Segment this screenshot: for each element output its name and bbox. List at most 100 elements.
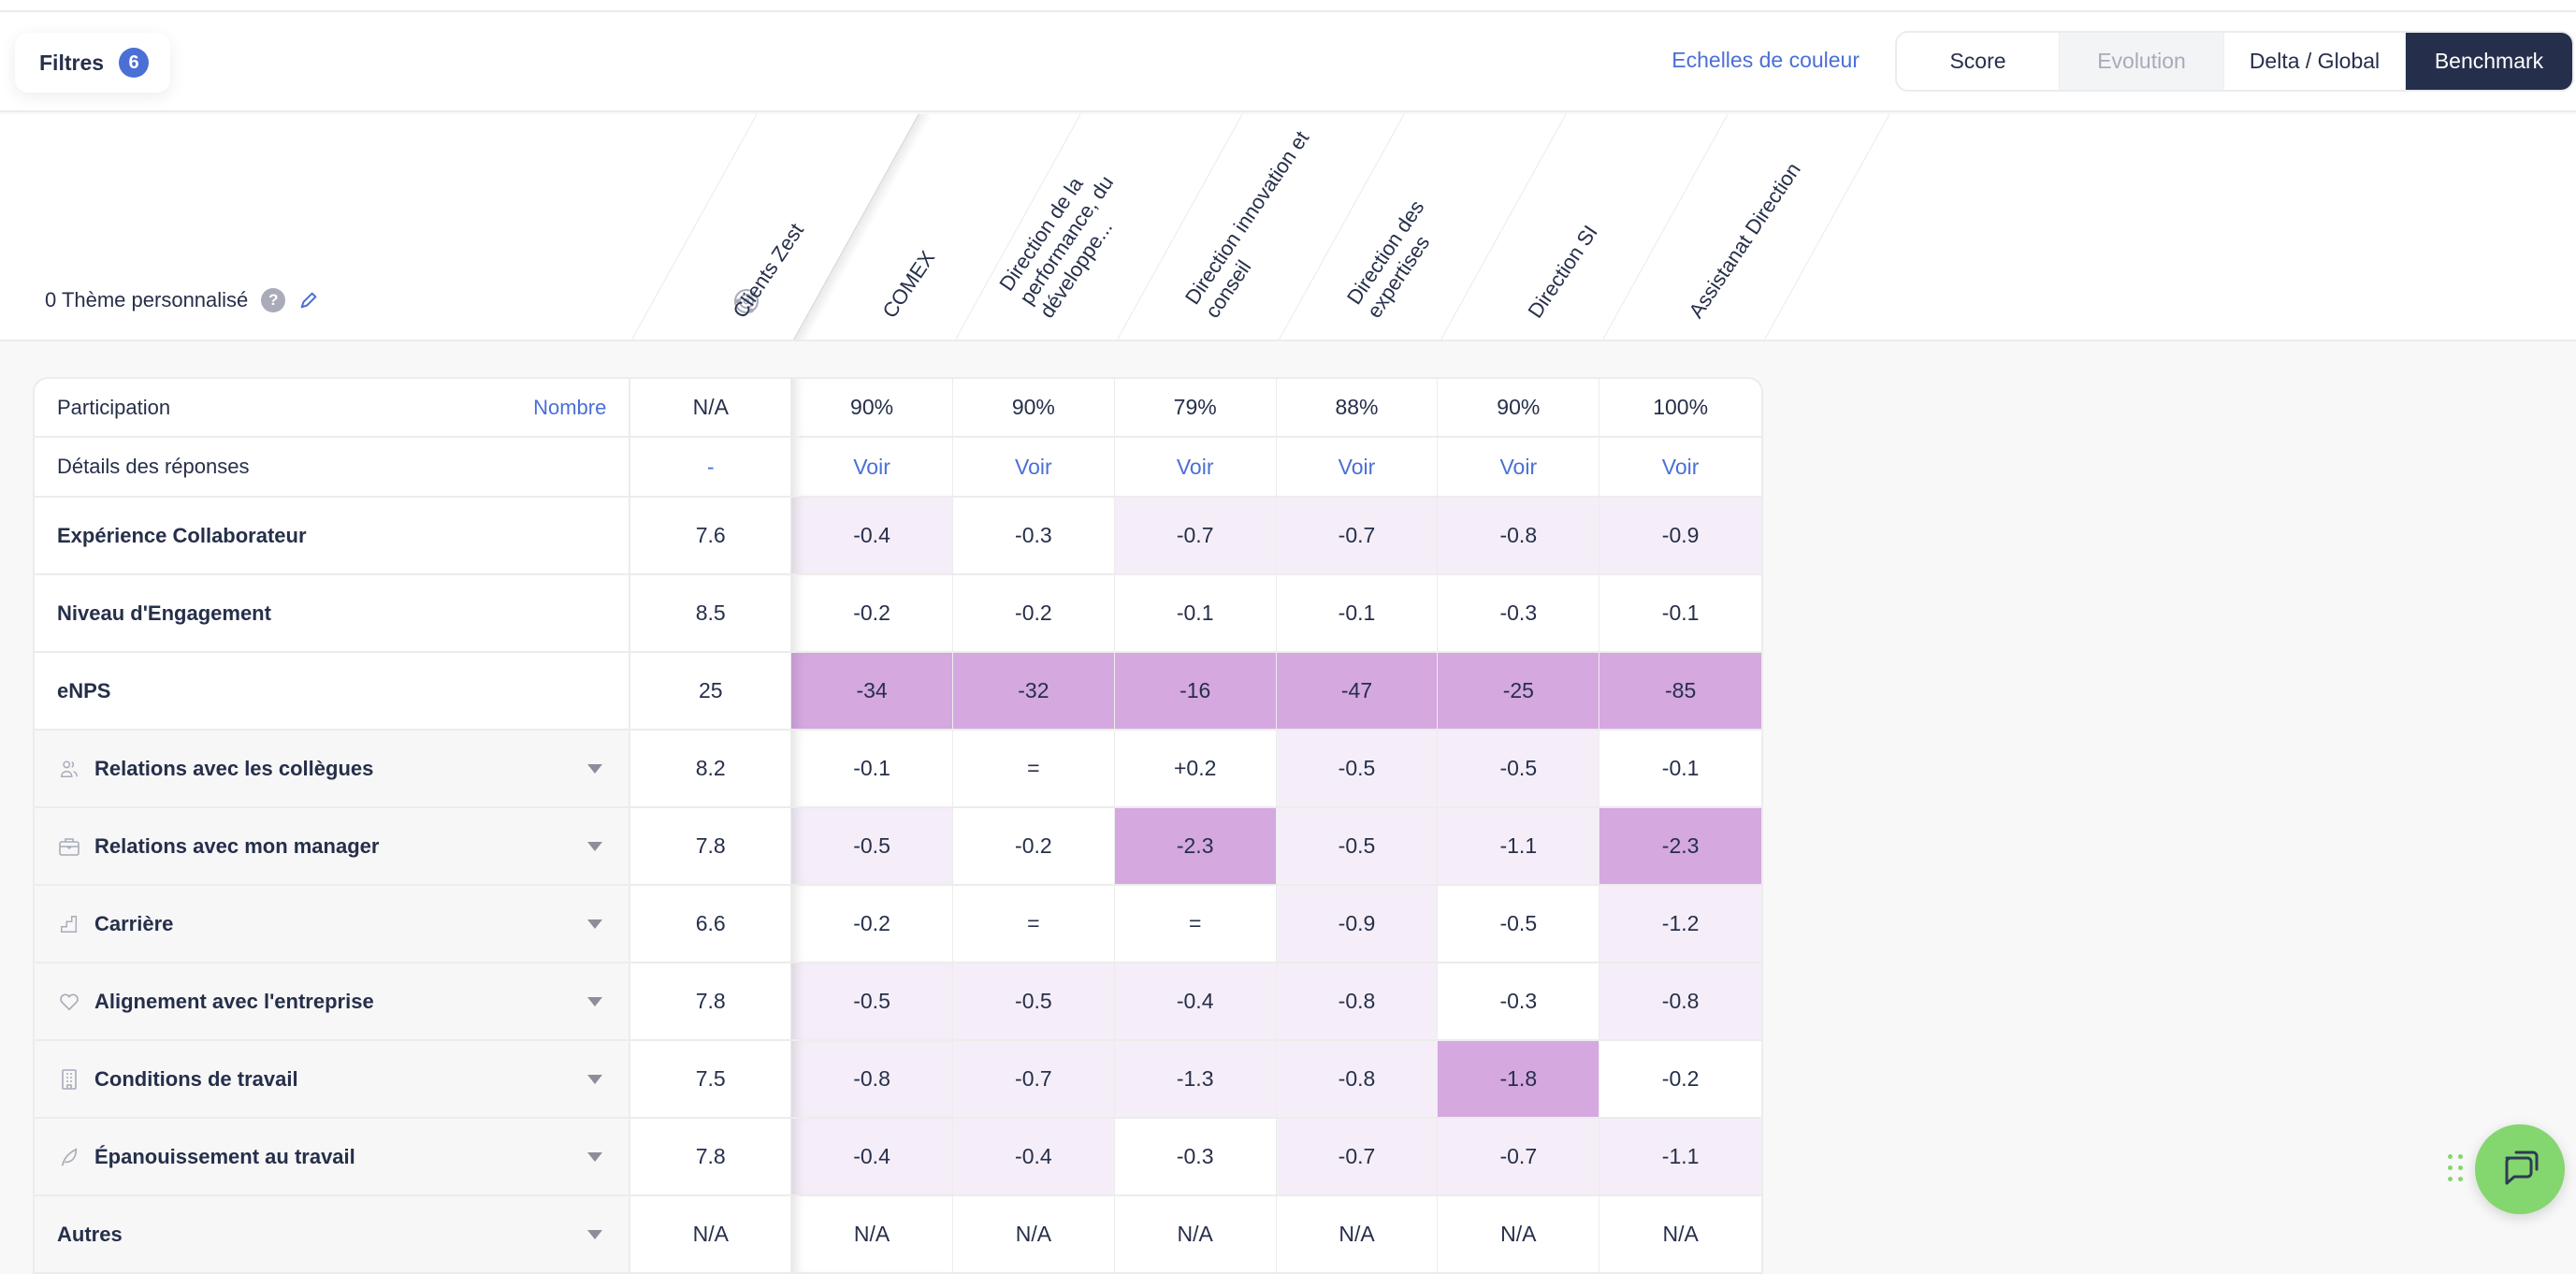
delta-cell: -1.1	[1599, 1119, 1762, 1194]
delta-cell: -0.4	[952, 1119, 1115, 1194]
details-label: Détails des réponses	[57, 455, 250, 478]
delta-cell: -0.3	[1114, 1119, 1277, 1194]
column-header-label[interactable]: Clients Zest	[728, 219, 809, 323]
delta-cell: N/A	[1599, 1196, 1762, 1272]
expand-caret-icon[interactable]	[587, 1229, 603, 1239]
see-details-link[interactable]: Voir	[1438, 438, 1600, 496]
delta-cell: N/A	[1438, 1196, 1600, 1272]
column-header-label[interactable]: Direction des expertises	[1341, 195, 1435, 323]
delta-cell: -25	[1438, 653, 1600, 729]
delta-cell: -1.2	[1599, 886, 1762, 962]
delta-cell: +0.2	[1114, 731, 1277, 806]
delta-cell: N/A	[1276, 1196, 1439, 1272]
row-label: Carrière	[94, 911, 174, 935]
reference-value: 7.8	[630, 963, 792, 1039]
filters-button[interactable]: Filtres 6	[15, 33, 170, 93]
details-label-cell: Détails des réponses	[35, 438, 631, 496]
reference-value: 7.6	[630, 498, 792, 573]
see-details-link[interactable]: Voir	[953, 438, 1115, 496]
view-mode-evolution[interactable]: Evolution	[2060, 33, 2224, 90]
delta-cell: -0.4	[791, 498, 953, 573]
chat-drag-handle[interactable]	[2448, 1154, 2463, 1182]
row-label: Relations avec les collègues	[94, 756, 374, 780]
theme-row[interactable]: Relations avec mon manager 7.8 -0.5 -0.2 -2.…	[35, 808, 1762, 886]
expand-caret-icon[interactable]	[587, 919, 603, 929]
stairs-icon	[57, 912, 81, 936]
theme-row[interactable]: Relations avec les collègues 8.2 -0.1 = +0.2…	[35, 731, 1762, 808]
view-mode-delta-global[interactable]: Delta / Global	[2224, 33, 2406, 90]
delta-cell: =	[952, 886, 1115, 962]
delta-cell: -1.3	[1114, 1041, 1277, 1117]
theme-row[interactable]: Épanouissement au travail 7.8 -0.4 -0.4 -0.3…	[35, 1119, 1762, 1196]
delta-cell: -0.8	[1599, 963, 1762, 1039]
see-details-link[interactable]: Voir	[791, 438, 953, 496]
row-label: Niveau d'Engagement	[57, 601, 271, 625]
delta-cell: -0.8	[791, 1041, 953, 1117]
delta-cell: -1.8	[1438, 1041, 1600, 1117]
participation-row: Participation Nombre N/A 90% 90% 79% 88%…	[35, 379, 1761, 438]
reference-value: 8.2	[630, 731, 792, 806]
delta-cell: -0.5	[791, 963, 953, 1039]
chat-button[interactable]	[2475, 1124, 2565, 1214]
details-ref-value: -	[630, 438, 792, 496]
theme-row[interactable]: Conditions de travail 7.5 -0.8 -0.7 -1.3 -0.8…	[35, 1041, 1762, 1119]
details-row: Détails des réponses - Voir Voir Voir Vo…	[35, 438, 1761, 498]
heart-icon	[57, 990, 81, 1014]
delta-cell: N/A	[952, 1196, 1115, 1272]
column-header-label[interactable]: Direction innovation et conseil	[1179, 126, 1314, 323]
reference-value: 6.6	[630, 886, 792, 962]
participation-value: 100%	[1653, 395, 1709, 419]
briefcase-icon	[57, 834, 81, 859]
column-header-label[interactable]: Direction SI	[1523, 221, 1602, 323]
reference-value: N/A	[630, 1196, 792, 1272]
see-details-link[interactable]: Voir	[1115, 438, 1277, 496]
help-icon[interactable]: ?	[261, 288, 286, 312]
delta-cell: N/A	[1114, 1196, 1277, 1272]
view-mode-score[interactable]: Score	[1897, 33, 2060, 90]
delta-cell: -0.9	[1599, 498, 1762, 573]
row-label: Épanouissement au travail	[94, 1144, 355, 1168]
delta-cell: -0.2	[791, 575, 953, 651]
delta-cell: -0.8	[1438, 498, 1600, 573]
pencil-icon[interactable]	[298, 290, 319, 311]
participation-value: 90%	[1438, 379, 1600, 436]
delta-cell: -0.7	[1438, 1119, 1600, 1194]
reference-value: 7.5	[630, 1041, 792, 1117]
filters-count-badge: 6	[119, 48, 150, 78]
expand-caret-icon[interactable]	[587, 841, 603, 851]
delta-cell: =	[952, 731, 1115, 806]
expand-caret-icon[interactable]	[587, 1151, 603, 1162]
expand-caret-icon[interactable]	[587, 996, 603, 1006]
column-header-label[interactable]: COMEX	[877, 246, 940, 323]
leaf-icon	[57, 1145, 81, 1169]
row-label-cell: Carrière	[35, 886, 631, 962]
row-label-cell: Expérience Collaborateur	[35, 498, 631, 573]
delta-cell: -0.5	[791, 808, 953, 884]
theme-row[interactable]: Alignement avec l'entreprise 7.8 -0.5 -0.5-…	[35, 963, 1762, 1041]
color-scales-link[interactable]: Echelles de couleur	[1672, 48, 1860, 72]
delta-cell: -0.1	[1114, 575, 1277, 651]
row-label-cell: Alignement avec l'entreprise	[35, 963, 631, 1039]
reference-value: 25	[630, 653, 792, 729]
indicator-row: Expérience Collaborateur 7.6 -0.4 -0.3 -0.7-…	[35, 498, 1762, 575]
delta-cell: -1.1	[1438, 808, 1600, 884]
view-mode-benchmark[interactable]: Benchmark	[2406, 33, 2572, 90]
participation-count-toggle[interactable]: Nombre	[533, 395, 607, 419]
row-label: eNPS	[57, 678, 111, 702]
expand-caret-icon[interactable]	[587, 763, 603, 774]
theme-row[interactable]: Autres N/A N/A N/A N/A N/A N/A N/A	[35, 1196, 1762, 1274]
expand-caret-icon[interactable]	[587, 1074, 603, 1084]
reference-value: 8.5	[630, 575, 792, 651]
delta-cell: -0.7	[1276, 498, 1439, 573]
row-label: Expérience Collaborateur	[57, 523, 307, 547]
building-icon	[57, 1067, 81, 1092]
see-details-link[interactable]: Voir	[1277, 438, 1439, 496]
frozen-column-shadow	[793, 114, 932, 340]
row-label-cell: Relations avec mon manager	[35, 808, 631, 884]
delta-cell: =	[1114, 886, 1277, 962]
theme-row[interactable]: Carrière 6.6 -0.2 = = -0.9 -0.5 -1.2	[35, 886, 1762, 963]
chat-bubbles-icon	[2497, 1145, 2542, 1194]
row-label-cell: Autres	[35, 1196, 631, 1272]
see-details-link[interactable]: Voir	[1661, 454, 1700, 479]
delta-cell: -0.3	[1438, 575, 1600, 651]
